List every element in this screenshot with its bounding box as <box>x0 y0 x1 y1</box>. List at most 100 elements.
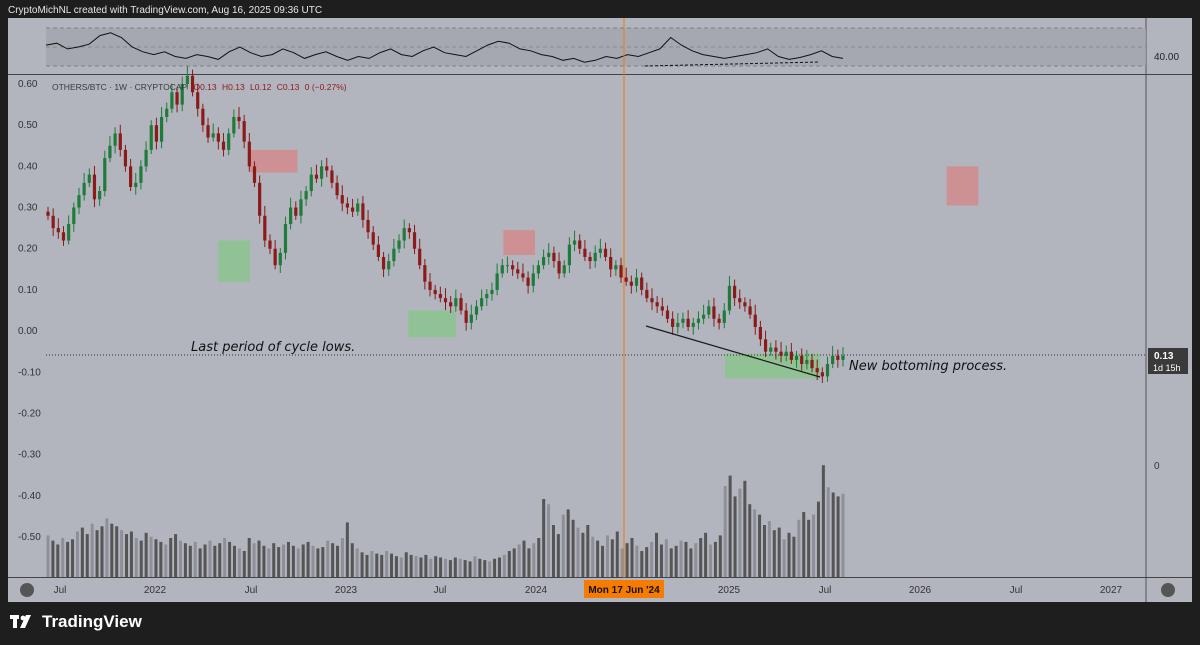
candle-body <box>330 170 334 183</box>
candle-body <box>717 318 721 323</box>
volume-bar <box>610 539 614 577</box>
volume-bar <box>453 557 457 577</box>
candle-body <box>196 92 200 109</box>
volume-bar <box>826 487 830 577</box>
candle-body <box>87 174 91 183</box>
candle-body <box>505 265 510 267</box>
volume-bar <box>502 554 506 577</box>
volume-bar <box>419 557 423 577</box>
volume-bar <box>551 525 555 577</box>
volume-bar <box>792 536 796 577</box>
candle-body <box>557 261 561 274</box>
candle-body <box>562 265 566 274</box>
volume-bar <box>566 509 570 577</box>
candle-body <box>227 133 231 150</box>
candle-body <box>480 298 484 307</box>
candle-body <box>61 232 66 241</box>
candle-body <box>474 306 479 315</box>
candle-body <box>376 244 380 257</box>
candle-body <box>345 203 350 208</box>
volume-bar <box>95 530 99 577</box>
volume-bar <box>650 541 654 577</box>
candle-body <box>727 285 732 311</box>
rsi-level-label: 40.00 <box>1154 52 1179 63</box>
volume-bar <box>409 554 413 577</box>
volume-bar <box>679 540 683 577</box>
candle-body <box>469 314 473 323</box>
crosshair-time-badge <box>584 580 664 598</box>
candle-body <box>144 149 148 167</box>
volume-bar <box>669 548 673 577</box>
candle-body <box>154 125 159 142</box>
volume-bar <box>439 557 443 577</box>
volume-bar <box>576 527 580 577</box>
candle-body <box>794 355 799 360</box>
candle-body <box>640 277 644 290</box>
volume-bar <box>468 561 472 577</box>
candle-body <box>800 355 804 365</box>
red-zone <box>946 166 979 206</box>
volume-bar <box>429 558 433 577</box>
symbol-legend: OTHERS/BTC · 1W · CRYPTOCAP O0.13 H0.13 … <box>52 82 347 92</box>
candle-body <box>841 355 845 360</box>
candle-body <box>748 306 752 315</box>
candle-body <box>578 240 582 249</box>
volume-bar <box>709 544 712 577</box>
volume-bar <box>385 551 389 577</box>
volume-bar <box>753 509 757 577</box>
volume-bar <box>399 557 403 577</box>
footer-brand[interactable]: TradingView <box>10 612 142 632</box>
candle-body <box>428 281 432 290</box>
candle-body <box>92 174 97 200</box>
candle-body <box>371 232 375 245</box>
x-tick-label: Jul <box>819 585 832 596</box>
countdown: 1d 15h <box>1153 363 1181 373</box>
y-tick-label: 0.10 <box>18 285 38 296</box>
candle-body <box>614 265 618 270</box>
candle-body <box>309 174 313 192</box>
candle-body <box>779 351 783 356</box>
volume-bar <box>174 534 178 577</box>
candles-group <box>46 65 845 383</box>
x-tick-label: 2026 <box>909 585 932 596</box>
candle-body <box>588 256 592 262</box>
candle-body <box>511 265 515 270</box>
x-tick-label: 2027 <box>1100 585 1123 596</box>
candle-body <box>149 125 153 150</box>
volume-bar <box>561 514 565 577</box>
volume-bar <box>527 548 531 577</box>
volume-bar <box>306 541 310 577</box>
crosshair-time-label: Mon 17 Jun '24 <box>588 585 660 596</box>
volume-bar <box>507 551 511 577</box>
volume-bar <box>497 557 501 577</box>
candle-body <box>278 252 282 266</box>
candle-body <box>443 298 448 303</box>
chart-settings-circle-left[interactable] <box>20 583 34 597</box>
candle-body <box>201 108 205 126</box>
candle-body <box>820 372 824 377</box>
candle-body <box>459 298 463 311</box>
volume-bar <box>414 556 418 577</box>
volume-bar <box>635 545 639 577</box>
tradingview-logo-icon <box>10 615 31 628</box>
candle-body <box>175 92 179 105</box>
volume-bar <box>723 486 727 577</box>
rsi-line <box>45 32 844 63</box>
volume-bar <box>699 538 703 577</box>
volume-bar <box>591 536 595 577</box>
chart-settings-circle-right[interactable] <box>1161 583 1175 597</box>
x-tick-label: 2022 <box>144 585 167 596</box>
candle-body <box>609 256 613 270</box>
candle-body <box>232 116 236 134</box>
volume-bar <box>360 552 364 577</box>
volume-bar <box>831 492 835 577</box>
volume-bar <box>463 560 467 577</box>
volume-bar <box>488 561 492 577</box>
candle-body <box>113 133 117 146</box>
volume-bar <box>581 532 585 577</box>
x-tick-label: Jul <box>54 585 67 596</box>
candle-body <box>340 195 344 204</box>
candle-body <box>552 252 556 262</box>
candle-body <box>381 256 386 270</box>
